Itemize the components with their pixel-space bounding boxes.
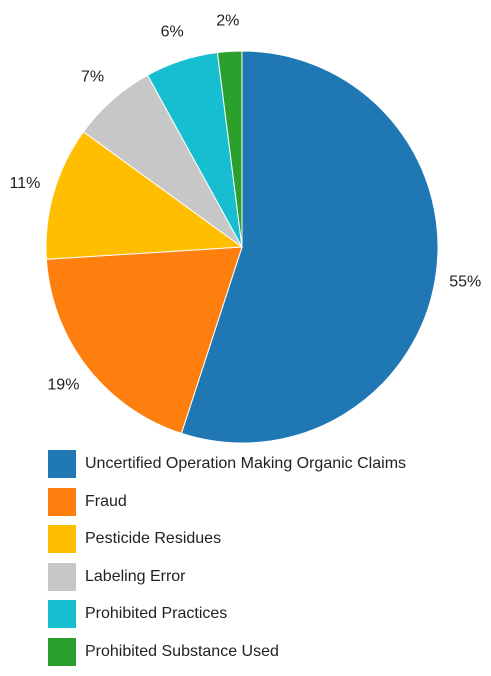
legend-item: Pesticide Residues xyxy=(48,525,491,554)
legend-swatch xyxy=(48,562,76,591)
pie-slice xyxy=(45,246,243,435)
legend-swatch xyxy=(48,600,76,629)
legend-swatch xyxy=(48,487,76,516)
pie-slice xyxy=(45,131,244,260)
pie-percent-labels: 55% 19% 11% 7% 6% 2% xyxy=(10,13,482,394)
legend-item: Labeling Error xyxy=(48,562,491,591)
legend-swatch xyxy=(48,637,76,666)
pie-percent-label: 11% xyxy=(10,175,41,192)
legend-swatch xyxy=(48,525,76,554)
legend-label: Labeling Error xyxy=(85,567,186,585)
legend-item: Uncertified Operation Making Organic Cla… xyxy=(48,450,491,478)
pie-percent-label: 7% xyxy=(81,69,104,86)
pie-percent-label: 19% xyxy=(47,377,79,394)
legend-label: Prohibited Practices xyxy=(85,605,228,623)
chart-legend: Uncertified Operation Making Organic Cla… xyxy=(48,450,491,676)
legend-label: Prohibited Substance Used xyxy=(85,642,279,660)
pie-percent-label: 55% xyxy=(449,274,481,291)
legend-item: Prohibited Practices xyxy=(48,600,491,629)
legend-label: Pesticide Residues xyxy=(85,530,222,548)
pie-slices xyxy=(45,50,439,444)
legend-label: Uncertified Operation Making Organic Cla… xyxy=(85,455,407,472)
legend-item: Prohibited Substance Used xyxy=(48,637,491,666)
legend-item: Fraud xyxy=(48,487,491,516)
pie-percent-label: 6% xyxy=(161,23,184,40)
legend-label: Fraud xyxy=(85,492,127,510)
legend-swatch xyxy=(48,450,76,478)
pie-slice xyxy=(180,50,439,444)
pie-percent-label: 2% xyxy=(216,13,239,30)
pie-slice xyxy=(216,50,243,248)
